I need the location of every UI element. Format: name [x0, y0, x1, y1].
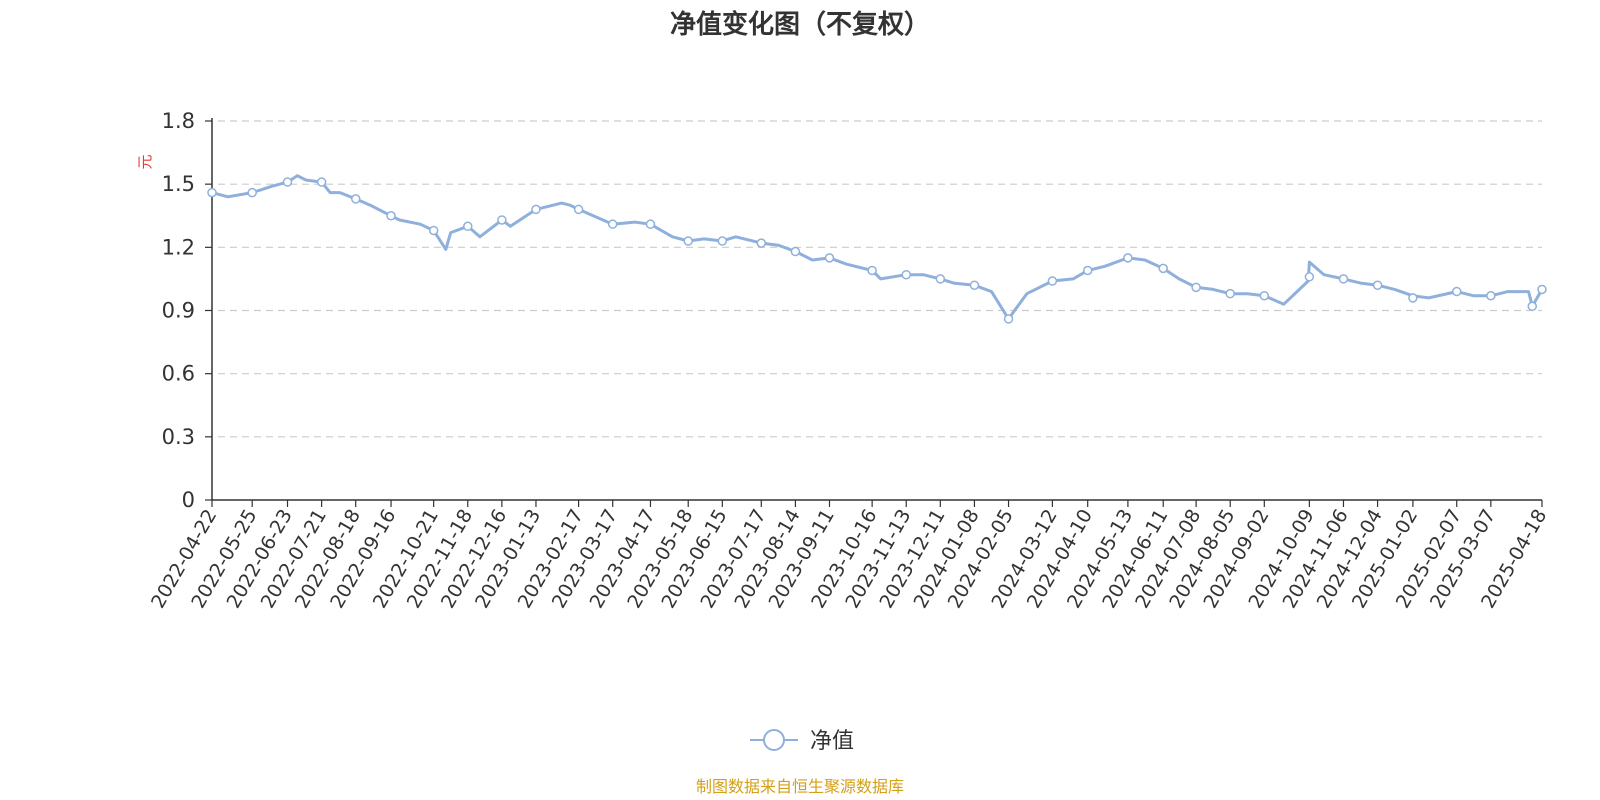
data-point-marker — [316, 177, 327, 187]
y-tick-label: 0.6 — [162, 362, 195, 386]
series-line-nav — [210, 174, 1544, 321]
data-point-marker — [1225, 288, 1235, 299]
data-point-marker — [1082, 265, 1093, 276]
data-point-marker — [901, 269, 911, 280]
data-point-marker — [573, 204, 584, 215]
data-point-marker — [1123, 253, 1133, 263]
y-tick-label: 0.3 — [162, 425, 195, 449]
data-point-marker — [497, 215, 507, 225]
data-point-marker — [717, 236, 728, 246]
data-point-marker — [1537, 284, 1547, 295]
data-point-marker — [531, 204, 541, 215]
data-point-marker — [867, 265, 877, 276]
data-point-marker — [350, 194, 361, 204]
data-point-marker — [756, 238, 767, 248]
data-point-marker — [1486, 291, 1496, 301]
legend[interactable]: 净值 — [750, 729, 854, 754]
data-point-marker — [1372, 280, 1383, 290]
chart-title: 净值变化图（不复权） — [670, 9, 930, 40]
data-point-marker — [1338, 274, 1349, 284]
data-point-marker — [1191, 282, 1201, 293]
data-point-marker — [1158, 263, 1168, 274]
data-point-marker — [1003, 314, 1014, 324]
data-point-marker — [607, 219, 618, 229]
data-point-marker — [969, 280, 980, 290]
data-point-marker — [386, 211, 396, 221]
data-point-marker — [282, 177, 293, 187]
data-point-marker — [463, 221, 473, 232]
legend-label: 净值 — [810, 729, 854, 754]
data-point-marker — [683, 236, 693, 246]
data-point-marker — [1527, 301, 1538, 312]
grid-lines — [218, 120, 1542, 438]
y-tick-label: 0.9 — [162, 299, 195, 323]
data-point-marker — [1408, 293, 1418, 303]
y-tick-label: 1.5 — [162, 172, 195, 196]
source-note: 制图数据来自恒生聚源数据库 — [696, 777, 904, 796]
y-axis-unit: 元 — [136, 154, 154, 169]
y-tick-label: 1.8 — [162, 109, 195, 133]
data-point-marker — [645, 219, 656, 229]
series-layer — [207, 174, 1547, 324]
circle-marker-line-icon — [763, 729, 785, 751]
data-point-marker — [1259, 291, 1270, 301]
data-point-marker — [207, 187, 217, 198]
data-point-marker — [428, 225, 439, 236]
data-point-marker — [1304, 272, 1315, 282]
data-point-marker — [1047, 276, 1058, 286]
data-point-marker — [790, 246, 801, 257]
data-point-marker — [1451, 286, 1462, 297]
data-point-marker — [935, 274, 946, 284]
y-tick-label: 1.2 — [162, 235, 195, 259]
y-tick-label: 0 — [182, 488, 195, 512]
data-point-marker — [247, 187, 257, 198]
data-point-marker — [824, 253, 835, 263]
